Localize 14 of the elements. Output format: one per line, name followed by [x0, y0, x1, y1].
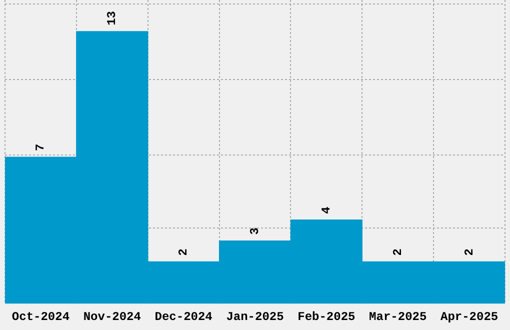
- data-label: 13: [105, 11, 120, 26]
- x-tick-label: Apr-2025: [440, 310, 498, 324]
- data-label: 3: [248, 228, 262, 235]
- x-tick-label: Oct-2024: [12, 310, 70, 324]
- x-tick-label: Dec-2024: [154, 310, 212, 324]
- x-tick-label: Jan-2025: [226, 310, 284, 324]
- data-label: 7: [34, 144, 48, 152]
- x-tick-label: Nov-2024: [83, 310, 141, 324]
- data-label: 2: [176, 248, 191, 256]
- data-label: 2: [390, 248, 405, 256]
- data-label: 2: [462, 248, 476, 256]
- x-tick-label: Mar-2025: [369, 310, 427, 324]
- x-tick-label: Feb-2025: [298, 310, 356, 324]
- data-label: 4: [319, 206, 334, 214]
